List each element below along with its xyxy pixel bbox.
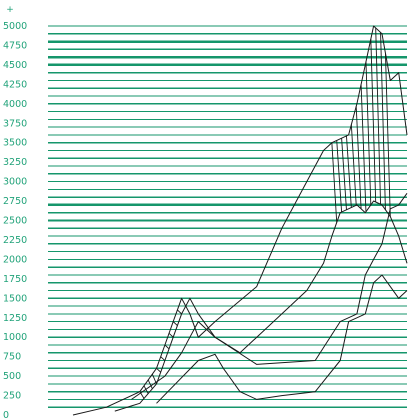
y-tick-label: 3250 (3, 157, 27, 168)
hatch-stroke (365, 61, 372, 205)
y-tick-label: 1250 (3, 313, 27, 324)
series-line-1 (72, 25, 408, 416)
y-tick-label: 4250 (3, 79, 27, 90)
y-tick-label: 3500 (3, 138, 27, 149)
y-axis-marker: + (6, 5, 14, 15)
hatch-stroke (355, 106, 362, 209)
y-tick-label: 3000 (3, 177, 27, 188)
hatch-stroke (147, 379, 153, 389)
hatched-fill-regions (139, 27, 391, 399)
hatch-stroke (370, 38, 377, 203)
y-tick-label: 1000 (3, 332, 27, 343)
y-tick-label: 4000 (3, 99, 27, 110)
series-line-3 (131, 193, 408, 400)
y-tick-label: 250 (3, 391, 21, 402)
hatch-stroke (336, 140, 343, 213)
hatch-stroke (380, 32, 386, 210)
y-tick-label: 1500 (3, 293, 27, 304)
hatch-stroke (350, 124, 357, 206)
hatch-stroke (375, 27, 382, 205)
hatch-stroke (177, 309, 182, 315)
y-tick-label: 1750 (3, 274, 27, 285)
hatch-stroke (341, 138, 347, 210)
hatch-stroke (331, 142, 338, 223)
y-tick-label: 2250 (3, 235, 27, 246)
y-tick-label: 5000 (3, 21, 27, 32)
y-tick-label: 500 (3, 371, 21, 382)
hatch-stroke (156, 367, 162, 373)
hatch-stroke (360, 84, 367, 212)
y-tick-label: 0 (3, 410, 9, 418)
hatch-stroke (346, 135, 352, 208)
series-line-4 (156, 274, 408, 404)
hatch-stroke (384, 53, 391, 217)
y-tick-label: 750 (3, 352, 21, 363)
series-lines (72, 25, 408, 416)
hatch-stroke (172, 321, 178, 326)
y-tick-label: 2750 (3, 196, 27, 207)
series-line-2 (114, 200, 408, 412)
y-tick-label: 2000 (3, 254, 27, 265)
hatch-stroke (164, 344, 170, 350)
y-tick-label: 3750 (3, 118, 27, 129)
y-axis-tick-labels: 0 250 500 750 1000 1250 1500 1750 2000 2250 2500 27… (3, 21, 27, 418)
hatch-stroke (160, 356, 166, 361)
grid-lines (48, 25, 407, 408)
hatch-stroke (168, 332, 174, 338)
y-tick-label: 4500 (3, 60, 27, 71)
y-tick-label: 4750 (3, 40, 27, 51)
y-tick-label: 2500 (3, 216, 27, 227)
